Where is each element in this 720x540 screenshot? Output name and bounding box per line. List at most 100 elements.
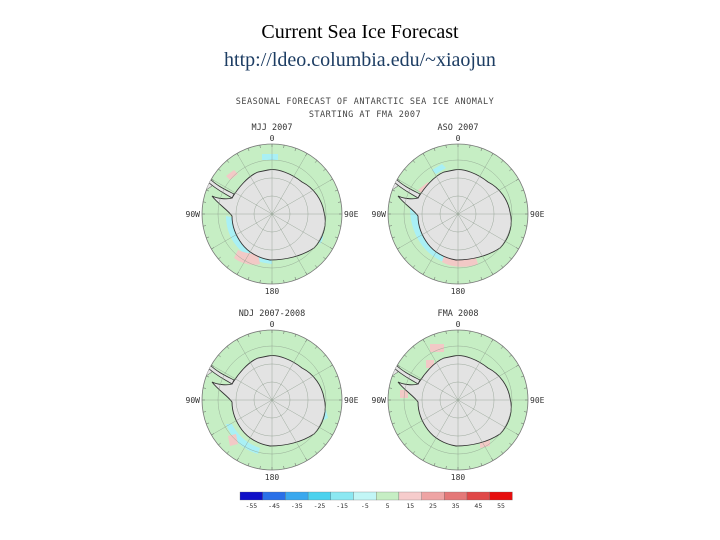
meridian-line [236, 339, 273, 401]
panel-title: FMA 2008 [438, 309, 479, 319]
rim-tick [445, 465, 447, 469]
meridian-line [271, 178, 333, 215]
rim-tick [509, 168, 512, 172]
rim-tick [329, 433, 333, 436]
colorbar-label: -35 [291, 502, 303, 510]
rim-tick [218, 256, 221, 260]
rim-tick [480, 148, 483, 152]
rim-tick [294, 462, 297, 466]
rim-tick [247, 276, 250, 280]
rim-tick [392, 189, 396, 192]
rim-tick [480, 334, 483, 338]
colorbar-swatch [330, 491, 354, 501]
colorbar-label: 45 [474, 502, 482, 510]
anomaly-region [262, 154, 278, 160]
rim-tick [329, 178, 333, 181]
rim-tick [509, 442, 512, 446]
longitude-label-bottom: 180 [451, 287, 466, 296]
rim-tick [422, 271, 425, 275]
rim-tick [491, 153, 494, 157]
rim-tick [305, 271, 308, 275]
meridian-line [397, 399, 459, 436]
colorbar-swatch [285, 491, 309, 501]
rim-tick [523, 201, 527, 203]
rim-tick [259, 465, 261, 469]
rim-tick [226, 160, 230, 163]
rim-tick [500, 451, 504, 454]
colorbar-swatch [353, 491, 377, 501]
rim-tick [433, 148, 436, 152]
rim-tick [520, 236, 524, 239]
colorbar-swatch [421, 491, 445, 501]
longitude-label-top: 0 [456, 320, 461, 329]
meridian-line [457, 213, 494, 275]
rim-tick [392, 422, 396, 425]
meridian-line [457, 153, 494, 215]
rim-tick [520, 422, 524, 425]
rim-tick [392, 375, 396, 378]
meridian-line [397, 213, 459, 250]
rim-tick [206, 375, 210, 378]
rim-tick [480, 462, 483, 466]
rim-tick [329, 247, 333, 250]
source-link[interactable]: http://ldeo.columbia.edu/~xiaojun [224, 49, 496, 71]
rim-tick [389, 387, 393, 389]
rim-tick [397, 178, 401, 181]
rim-tick [203, 201, 207, 203]
rim-tick [500, 160, 504, 163]
meridian-line [236, 153, 273, 215]
rim-tick [203, 411, 207, 413]
rim-tick [211, 364, 215, 367]
longitude-label-left: 90W [186, 210, 201, 219]
rim-tick [211, 247, 215, 250]
colorbar-swatch [444, 491, 468, 501]
rim-tick [422, 339, 425, 343]
colorbar-label: -55 [245, 502, 257, 510]
colorbar-swatch [466, 491, 490, 501]
meridian-line [236, 213, 273, 275]
colorbar-label: -25 [314, 502, 326, 510]
longitude-label-right: 90E [530, 210, 545, 219]
rim-tick [404, 354, 407, 358]
meridian-line [211, 213, 273, 250]
rim-tick [211, 433, 215, 436]
anomaly-region [400, 390, 408, 398]
rim-tick [226, 265, 230, 268]
meridian-line [271, 364, 333, 401]
rim-tick [491, 457, 494, 461]
rim-tick [469, 465, 471, 469]
rim-tick [334, 189, 338, 192]
colorbar-label: -5 [361, 502, 369, 510]
meridian-line [422, 153, 459, 215]
rim-tick [294, 334, 297, 338]
longitude-label-bottom: 180 [265, 287, 280, 296]
rim-tick [247, 148, 250, 152]
rim-tick [323, 442, 326, 446]
rim-tick [509, 256, 512, 260]
colorbar-label: 55 [497, 502, 505, 510]
rim-tick [294, 148, 297, 152]
rim-tick [305, 153, 308, 157]
meridian-line [457, 399, 519, 436]
longitude-label-top: 0 [270, 134, 275, 143]
rim-tick [323, 354, 326, 358]
figure-title: SEASONAL FORECAST OF ANTARCTIC SEA ICE A… [235, 97, 495, 107]
colorbar-label: -15 [336, 502, 348, 510]
slide-title: Current Sea Ice Forecast [261, 21, 459, 43]
colorbar-label: 35 [452, 502, 460, 510]
meridian-line [271, 399, 333, 436]
rim-tick [337, 201, 341, 203]
rim-tick [323, 168, 326, 172]
antarctica-shape [397, 169, 512, 261]
rim-tick [236, 271, 239, 275]
rim-tick [314, 265, 318, 268]
rim-tick [523, 411, 527, 413]
rim-tick [389, 411, 393, 413]
longitude-label-left: 90W [186, 396, 201, 405]
longitude-label-right: 90E [530, 396, 545, 405]
